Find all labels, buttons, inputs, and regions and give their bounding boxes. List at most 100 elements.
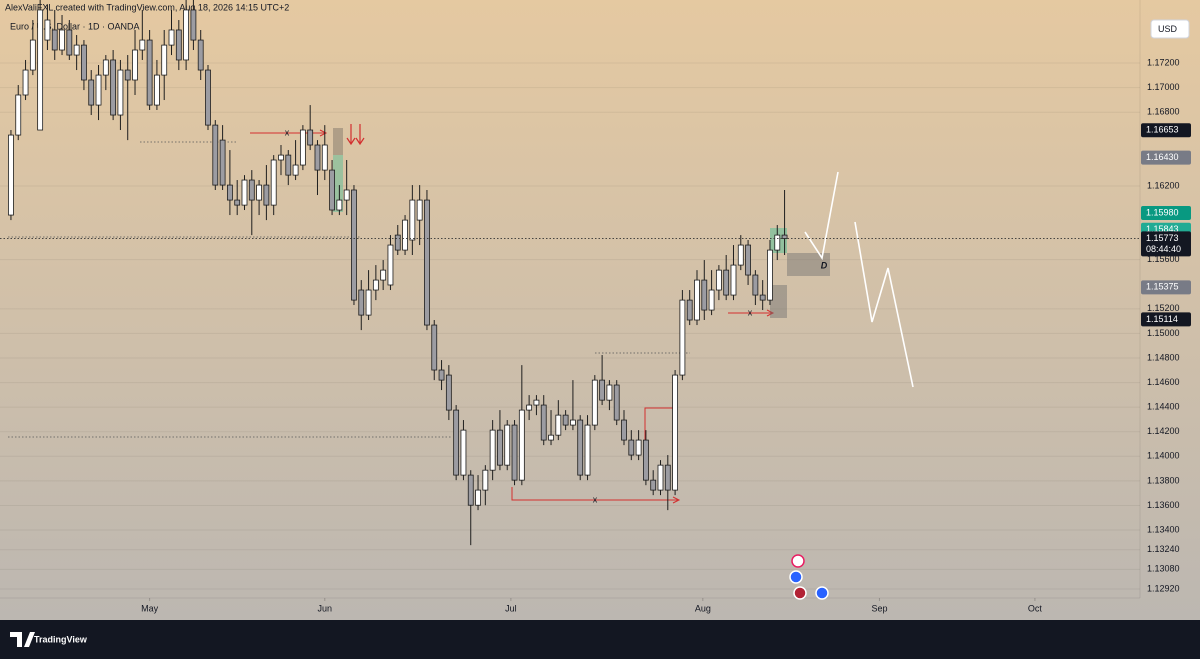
price-badge-label: 1.15980 — [1146, 207, 1179, 217]
candle-up — [241, 179, 248, 206]
y-tick-label: 1.14800 — [1147, 352, 1180, 362]
y-tick-label: 1.16800 — [1147, 107, 1180, 117]
zone-box — [787, 253, 830, 276]
annotation: x — [748, 307, 753, 317]
candle-up — [555, 414, 562, 436]
currency-label: USD — [1158, 24, 1178, 34]
candle-down — [759, 294, 766, 301]
candle-up — [570, 419, 576, 426]
zone-box — [333, 128, 343, 155]
candle-down — [643, 439, 649, 481]
candle-down — [110, 59, 117, 116]
candle-up — [372, 279, 379, 291]
y-tick-label: 1.13400 — [1147, 524, 1180, 534]
candle-up — [95, 74, 102, 106]
x-tick-label: Oct — [1028, 603, 1043, 613]
candle-down — [467, 474, 474, 506]
candle-down — [723, 269, 730, 296]
candle-up — [715, 269, 722, 291]
candle-up — [672, 374, 678, 491]
candle-down — [88, 79, 95, 106]
candle-up — [22, 69, 29, 96]
event-icon[interactable] — [789, 570, 803, 584]
y-tick-label: 1.14600 — [1147, 377, 1180, 387]
candle-down — [146, 39, 153, 106]
candle-up — [59, 29, 65, 51]
candle-down — [511, 424, 518, 481]
symbol-label: Euro / U.S. Dollar · 1D · OANDA — [10, 21, 140, 31]
projection-path — [854, 221, 914, 388]
price-badge — [1141, 312, 1191, 327]
y-tick-label: 1.14000 — [1147, 451, 1180, 461]
arrow-head — [672, 496, 681, 504]
candle-up — [694, 279, 700, 321]
candle-down — [664, 464, 671, 491]
candle-up — [256, 184, 262, 201]
candle-down — [307, 129, 314, 146]
candle-up — [548, 434, 554, 441]
candle-down — [234, 199, 241, 206]
zone-box — [333, 155, 343, 212]
candle-up — [533, 399, 540, 406]
candle-down — [650, 479, 657, 491]
x-tick-label: May — [141, 603, 159, 613]
candle-up — [139, 39, 146, 51]
candle-up — [37, 9, 44, 131]
candle-up — [402, 219, 408, 251]
candle-down — [424, 199, 430, 326]
candle-down — [686, 299, 693, 321]
price-badge-label: 1.15773 — [1146, 233, 1179, 243]
candle-down — [577, 419, 584, 476]
event-icon[interactable] — [791, 554, 805, 568]
candle-up — [102, 59, 109, 76]
candle-down — [540, 404, 547, 441]
price-badge — [1141, 123, 1191, 138]
y-tick-label: 1.15600 — [1147, 254, 1180, 264]
candle-down — [438, 369, 445, 381]
background — [0, 0, 1200, 620]
candle-up — [321, 144, 328, 171]
arrow-head — [766, 309, 775, 317]
y-tick-label: 1.14200 — [1147, 426, 1180, 436]
event-icon[interactable] — [793, 586, 807, 600]
currency-button[interactable] — [1150, 19, 1190, 39]
x-tick-label: Aug — [695, 603, 711, 613]
candle-up — [8, 134, 14, 216]
candle-up — [336, 199, 343, 211]
candle-down — [781, 234, 788, 239]
candle-down — [701, 279, 708, 311]
candle-up — [774, 234, 781, 251]
price-badge — [1141, 150, 1191, 165]
candle-up — [504, 424, 511, 466]
price-badge-label: 1.16430 — [1146, 152, 1179, 162]
y-tick-label: 1.15000 — [1147, 328, 1180, 338]
candle-up — [679, 299, 686, 376]
candle-down — [248, 179, 255, 201]
annotation: D — [821, 260, 828, 270]
candle-down — [190, 9, 197, 41]
event-icon[interactable] — [815, 586, 829, 600]
candle-up — [168, 29, 175, 46]
candle-up — [482, 469, 489, 491]
logo-icon — [10, 632, 35, 647]
candle-up — [584, 424, 591, 476]
price-badge — [1141, 280, 1191, 295]
candle-down — [226, 184, 233, 201]
candle-down — [285, 154, 292, 176]
credit: AlexValiFXL created with TradingView.com… — [5, 2, 289, 12]
y-tick-label: 1.13600 — [1147, 500, 1180, 510]
x-tick-label: Sep — [871, 603, 887, 613]
candle-up — [767, 249, 773, 301]
candle-up — [117, 69, 124, 116]
candle-down — [431, 324, 438, 371]
candle-down — [445, 374, 452, 411]
candle-up — [591, 379, 598, 426]
candle-down — [124, 69, 131, 81]
y-tick-label: 1.17200 — [1147, 57, 1180, 67]
candle-down — [51, 29, 58, 51]
candle-down — [66, 29, 73, 56]
candle-up — [365, 289, 372, 316]
candle-up — [299, 129, 306, 166]
annotation: x — [285, 127, 290, 137]
